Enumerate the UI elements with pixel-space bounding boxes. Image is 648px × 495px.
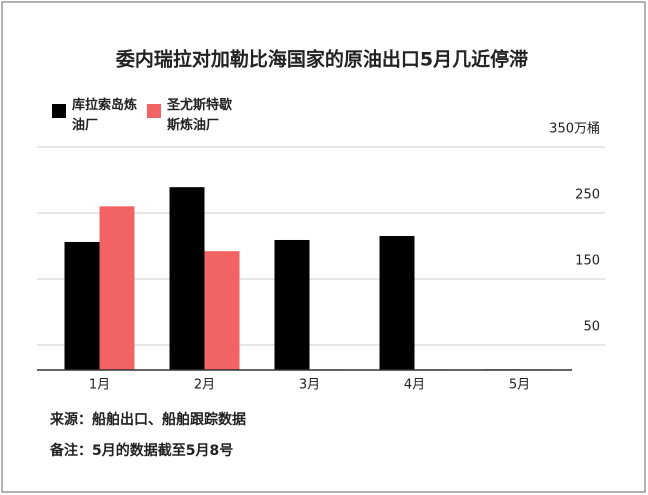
y-tick-label: 250 [575, 188, 600, 203]
x-tick-label: 1月 [89, 378, 110, 393]
legend-entry: 库拉索岛炼油厂 [72, 98, 138, 133]
legend-swatch [52, 104, 66, 118]
x-tick-label: 5月 [509, 378, 530, 393]
x-tick-label: 3月 [299, 378, 320, 393]
x-tick-label: 2月 [194, 378, 215, 393]
legend-entry: 圣尤斯特歇斯炼油厂 [167, 98, 233, 133]
bar [274, 239, 310, 370]
bar [64, 241, 100, 370]
legend-swatch [147, 104, 161, 118]
x-tick-label: 4月 [404, 378, 425, 393]
source-note: 来源：船舶出口、船舶跟踪数据 [49, 411, 246, 428]
chart-title: 委内瑞拉对加勒比海国家的原油出口5月几近停滞 [115, 48, 528, 71]
bar [204, 251, 240, 370]
legend-label: 库拉索岛炼油厂 [72, 98, 138, 133]
remark-note: 备注：5月的数据截至5月8号 [49, 442, 233, 459]
y-tick-label: 50 [583, 320, 600, 335]
bar [99, 206, 135, 370]
legend-label: 圣尤斯特歇斯炼油厂 [167, 98, 233, 133]
bar [169, 187, 205, 370]
bar [379, 236, 415, 370]
y-tick-label: 350万桶 [549, 122, 600, 137]
y-tick-label: 150 [575, 254, 600, 269]
